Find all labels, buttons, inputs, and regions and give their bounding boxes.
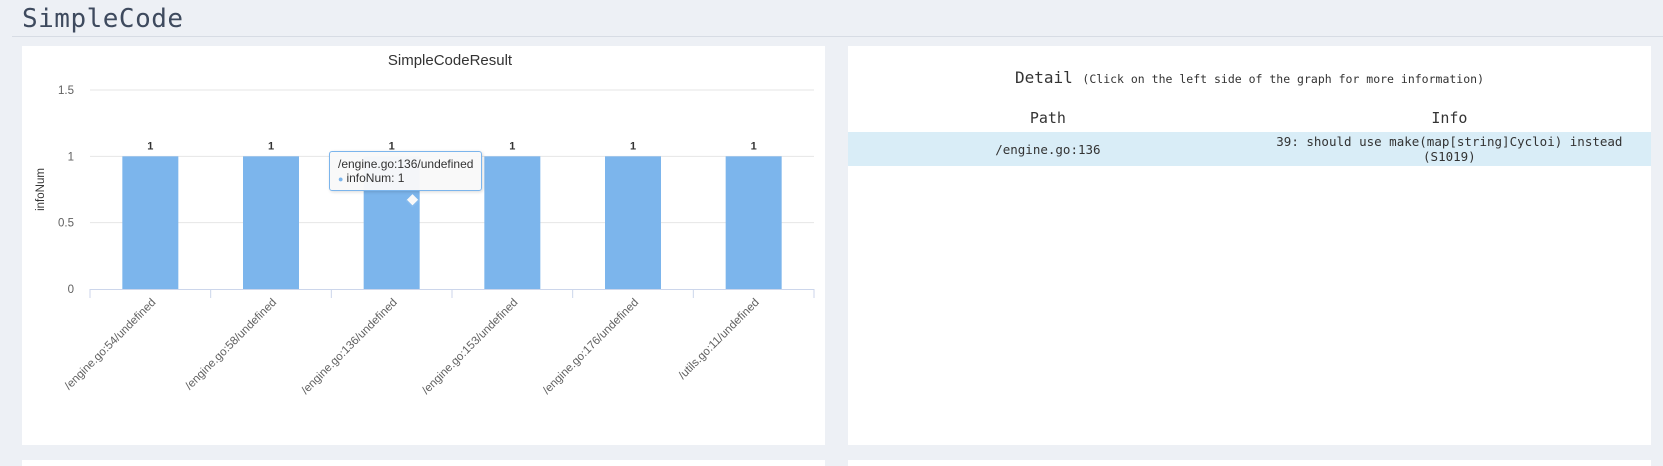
chart-title: SimpleCodeResult (388, 52, 513, 69)
next-panel-top-left (22, 460, 825, 466)
y-tick-label: 1.5 (58, 85, 74, 97)
bar (122, 156, 179, 289)
tooltip-series-name: infoNum (346, 171, 392, 185)
bar (725, 156, 782, 289)
bar (243, 156, 299, 289)
detail-header: Detail (Click on the left side of the gr… (848, 68, 1651, 87)
data-label: 1 (509, 140, 515, 152)
chart-panel: SimpleCodeResult 0 0.5 1 1.5 infoNum 1/engine.… (22, 46, 825, 445)
data-label: 1 (630, 140, 636, 152)
row-path: /engine.go:136 (848, 132, 1248, 166)
bar-chart[interactable]: SimpleCodeResult 0 0.5 1 1.5 infoNum 1/engine.… (22, 46, 825, 445)
bar (605, 156, 661, 289)
data-label: 1 (751, 140, 757, 152)
table-row[interactable]: /engine.go:136 39: should use make(map[s… (848, 132, 1651, 166)
detail-hint: (Click on the left side of the graph for… (1082, 72, 1484, 86)
tooltip-value: 1 (397, 171, 405, 185)
title-divider (12, 36, 1663, 37)
x-tick-label: /utils.go:11/undefined (677, 297, 762, 382)
tooltip-point: ● infoNum: 1 (338, 171, 405, 185)
x-tick-label: /engine.go:58/undefined (183, 297, 279, 393)
y-tick-label: 0.5 (58, 218, 74, 230)
column-header-info: Info (1431, 109, 1468, 127)
x-tick-label: /engine.go:54/undefined (63, 297, 159, 393)
bar (484, 156, 541, 289)
x-tick-label: /engine.go:153/undefined (420, 297, 520, 397)
row-info: 39: should use make(map[string]Cycloi) i… (1247, 132, 1651, 166)
x-tick-label: /engine.go:136/undefined (300, 297, 400, 397)
column-header-path: Path (1029, 109, 1066, 127)
data-label: 1 (389, 140, 395, 152)
data-label: 1 (147, 140, 153, 152)
chart-tooltip: /engine.go:136/undefined ● infoNum: 1 (329, 151, 483, 191)
data-label: 1 (268, 140, 274, 152)
page-title: SimpleCode (22, 4, 184, 34)
next-panel-top-right (848, 460, 1651, 466)
x-tick-label: /engine.go:176/undefined (541, 297, 641, 397)
y-tick-label: 0 (68, 284, 74, 296)
detail-title: Detail (1014, 68, 1073, 87)
y-axis-label: infoNum (35, 168, 47, 211)
detail-table-header: Path Info (848, 104, 1651, 132)
y-tick-label: 1 (68, 151, 74, 163)
detail-panel: Detail (Click on the left side of the gr… (848, 46, 1651, 445)
series-dot-icon: ● (338, 174, 344, 184)
tooltip-title: /engine.go:136/undefined (338, 157, 474, 171)
detail-table: Path Info /engine.go:136 39: should use … (848, 104, 1651, 166)
